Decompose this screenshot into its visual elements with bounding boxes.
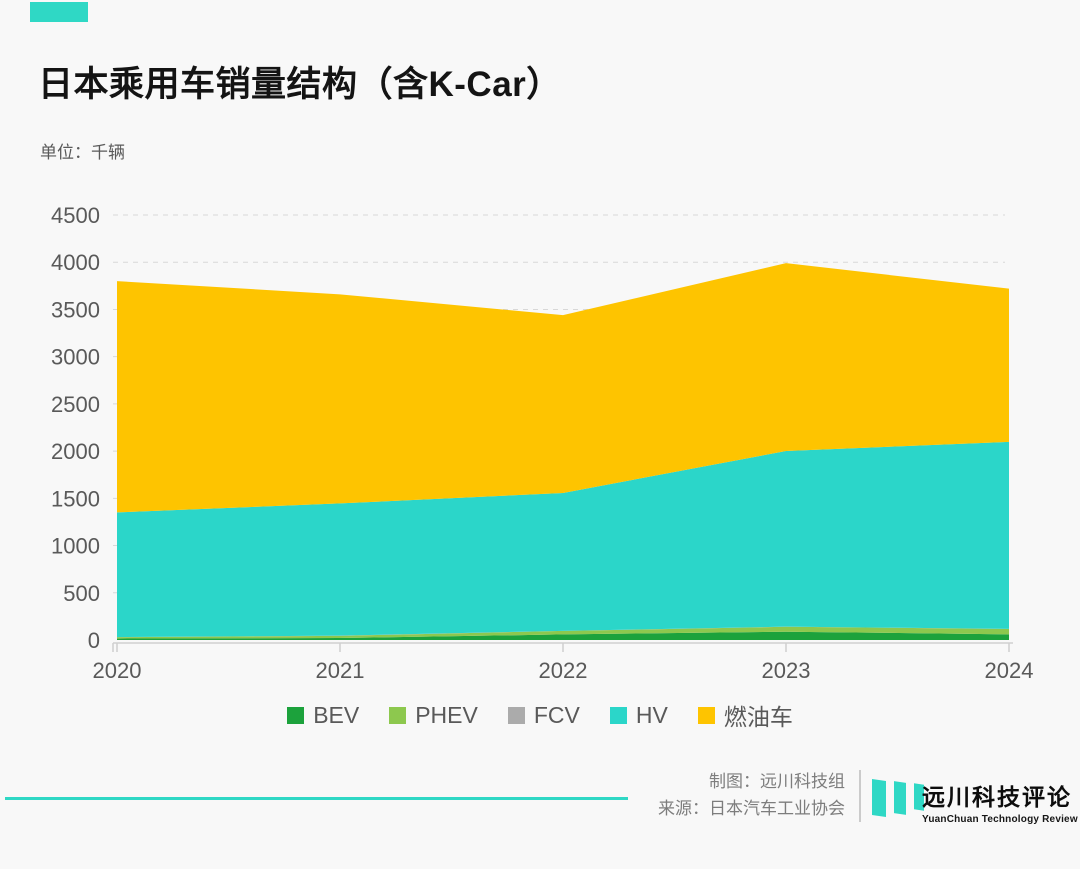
legend-item-BEV: BEV: [287, 702, 359, 729]
y-tick-label: 3000: [51, 345, 100, 370]
y-tick-label: 500: [63, 581, 100, 606]
y-tick-label: 2000: [51, 439, 100, 464]
stacked-area-chart: 0 500 1000 1500 2000 2500 3000 3500 4000 4500 2020…: [51, 203, 1034, 683]
y-tick-label: 1500: [51, 486, 100, 511]
y-tick-label: 1000: [51, 534, 100, 559]
logo-subtitle: YuanChuan Technology Review: [922, 814, 1078, 825]
x-tick-label: 2022: [539, 658, 588, 683]
accent-bar: [30, 2, 88, 22]
legend-swatch-icon: [287, 706, 305, 724]
logo-bar-icon: [894, 781, 906, 815]
credit-source: 来源：日本汽车工业协会: [658, 799, 845, 818]
x-tick-label: 2021: [316, 658, 365, 683]
yuanchuan-logo-text: 远川科技评论 YuanChuan Technology Review: [922, 778, 1078, 825]
area-BEV: [117, 631, 1009, 640]
y-tick-label: 4000: [51, 250, 100, 275]
y-tick-label: 2500: [51, 392, 100, 417]
chart-legend: BEV PHEV FCV HV 燃油车: [0, 698, 1080, 732]
credit-made-by: 制图：远川科技组: [709, 772, 845, 791]
legend-item-燃油车: 燃油车: [697, 698, 793, 732]
legend-label: HV: [635, 701, 668, 728]
y-tick-label: 3500: [51, 297, 100, 322]
legend-swatch-icon: [697, 706, 715, 724]
footer-accent-line: [5, 797, 628, 800]
legend-label: FCV: [533, 701, 580, 728]
legend-item-HV: HV: [609, 701, 668, 729]
legend-item-PHEV: PHEV: [389, 702, 478, 729]
area-PHEV: [117, 626, 1009, 639]
y-tick-label: 4500: [51, 203, 100, 228]
legend-swatch-icon: [389, 706, 407, 724]
area-HV: [117, 441, 1009, 638]
x-tick-label: 2024: [985, 658, 1034, 683]
x-tick-label: 2023: [762, 658, 811, 683]
legend-label: 燃油车: [723, 704, 793, 730]
y-tick-label: 0: [88, 628, 100, 653]
yuanchuan-logo-icon: [872, 779, 924, 817]
logo-title: 远川科技评论: [922, 784, 1072, 810]
legend-swatch-icon: [507, 706, 525, 724]
logo-bar-icon: [872, 779, 886, 817]
x-tick-label: 2020: [93, 658, 142, 683]
legend-swatch-icon: [609, 706, 627, 724]
unit-label: 单位：千辆: [40, 143, 125, 162]
legend-label: BEV: [313, 701, 360, 728]
legend-item-FCV: FCV: [507, 701, 580, 729]
footer-divider: [859, 770, 861, 822]
legend-label: PHEV: [415, 701, 478, 728]
area-燃油车: [117, 263, 1009, 513]
credits-block: 制图：远川科技组 来源：日本汽车工业协会: [658, 768, 845, 822]
page-title: 日本乘用车销量结构（含K-Car）: [38, 65, 562, 104]
